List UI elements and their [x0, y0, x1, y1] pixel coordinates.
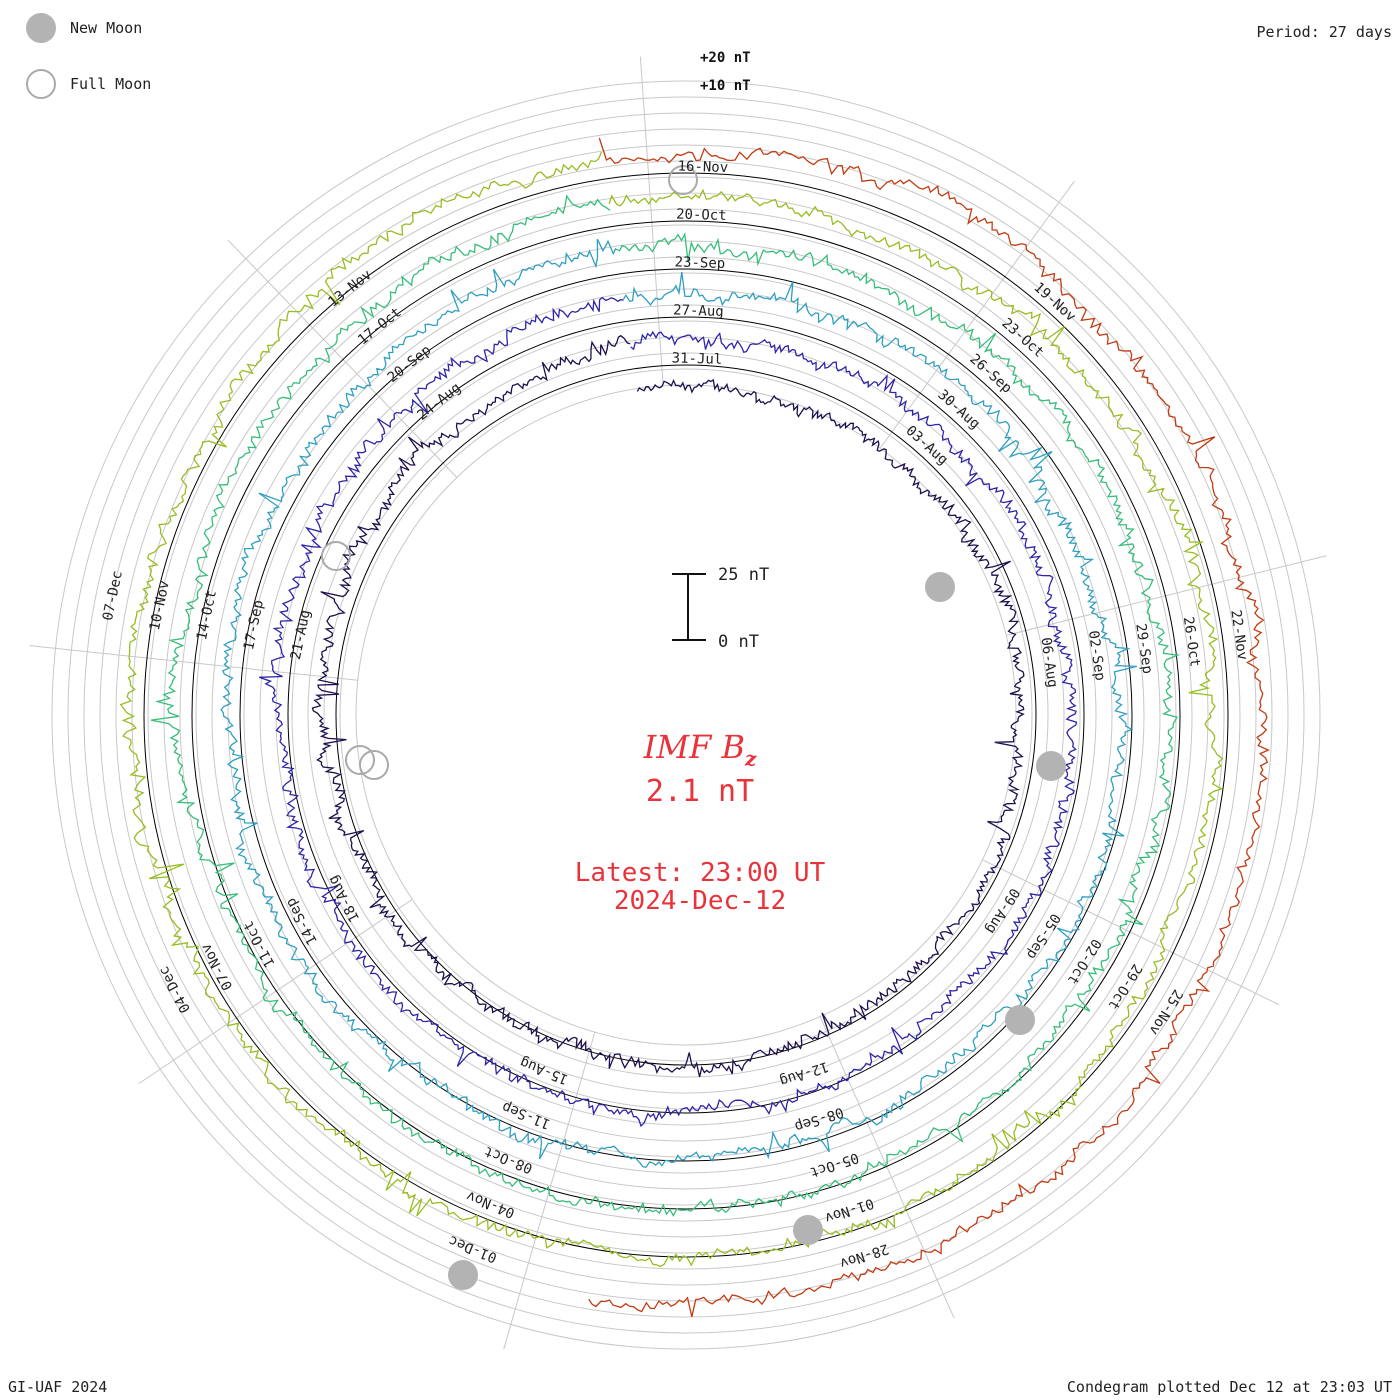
spoke-line	[138, 898, 413, 1085]
grid-ring	[355, 384, 1017, 1046]
grid-ring	[115, 144, 1257, 1286]
period-label: Period: 27 days	[1256, 23, 1392, 41]
date-tick-label: 02-Sep	[1085, 629, 1108, 681]
date-tick-label: 21-Aug	[288, 608, 314, 661]
zero-ring	[239, 268, 1133, 1162]
date-tick-label: 22-Nov	[1227, 609, 1250, 661]
grid-ring	[163, 192, 1209, 1238]
moon-markers	[321, 165, 1066, 1290]
scale-bar-top-label: 25 nT	[718, 565, 769, 585]
grid-ring	[275, 304, 1097, 1126]
date-tick-label: 06-Aug	[1037, 636, 1060, 688]
title-subscript: z	[744, 746, 757, 771]
series-line-2	[258, 296, 1078, 1128]
grid-ring	[83, 112, 1289, 1318]
full-moon-label: Full Moon	[70, 75, 152, 93]
title-main: IMF B	[643, 728, 745, 766]
grid-ring	[67, 96, 1305, 1334]
spoke-line	[879, 180, 1075, 449]
spoke-line	[819, 1016, 955, 1319]
date-tick-label: 20-Oct	[676, 206, 727, 224]
grid-ring	[243, 272, 1129, 1158]
series-line-4	[150, 194, 1181, 1217]
full-moon-marker	[345, 745, 375, 775]
zero-ring	[287, 316, 1085, 1114]
grid-ring	[227, 256, 1145, 1174]
latest-date: 2024-Dec-12	[613, 886, 787, 916]
grid-ring	[307, 336, 1065, 1094]
grid-rings	[51, 80, 1321, 1350]
date-tick-label: 17-Sep	[241, 599, 267, 652]
grid-ring	[211, 240, 1161, 1190]
new-moon-marker	[925, 572, 955, 602]
new-moon-marker	[1005, 1005, 1035, 1035]
spoke-line	[227, 239, 458, 478]
full-moon-marker	[359, 750, 389, 780]
date-tick-label: 16-Nov	[677, 158, 728, 176]
full-moon-marker	[321, 541, 351, 571]
series-line-5	[119, 151, 1224, 1268]
scale-bar-bottom-label: 0 nT	[718, 632, 759, 652]
legend-new-moon: New Moon	[26, 13, 142, 43]
credit-label: GI-UAF 2024	[8, 1378, 108, 1396]
grid-ring	[195, 224, 1177, 1206]
spoke-line	[29, 645, 358, 681]
date-tick-label: 27-Aug	[673, 302, 724, 320]
date-tick-labels: 31-Jul03-Aug06-Aug09-Aug12-Aug15-Aug18-A…	[100, 158, 1250, 1271]
zero-ring	[191, 220, 1181, 1210]
date-tick-label: 29-Sep	[1132, 623, 1155, 675]
date-tick-label: 31-Jul	[671, 350, 722, 368]
grid-ring	[99, 128, 1273, 1302]
grid-ring	[259, 288, 1113, 1142]
new-moon-marker	[448, 1260, 478, 1290]
spoke-line	[982, 859, 1280, 1006]
grid-ring	[291, 320, 1081, 1110]
grid-ring	[51, 80, 1321, 1350]
date-tick-label: 11-Oct	[241, 918, 279, 970]
date-tick-label: 07-Dec	[100, 569, 126, 622]
legend-full-moon: Full Moon	[26, 69, 151, 99]
grid-ring	[179, 208, 1193, 1222]
mean-rings	[143, 172, 1229, 1258]
date-tick-label: 04-Dec	[156, 963, 194, 1015]
plotted-label: Condegram plotted Dec 12 at 23:03 UT	[1066, 1378, 1392, 1396]
full-moon-marker	[668, 165, 698, 195]
ring-label: +20 nT	[700, 50, 751, 66]
new-moon-marker	[793, 1215, 823, 1245]
series-line-6	[588, 137, 1270, 1317]
date-tick-label: 23-Sep	[674, 254, 725, 272]
new-moon-label: New Moon	[70, 19, 143, 37]
series-line-3	[220, 238, 1138, 1169]
ring-label: +10 nT	[700, 78, 751, 94]
new-moon-marker	[1036, 751, 1066, 781]
date-tick-label: 25-Nov	[1145, 986, 1185, 1037]
full-moon-icon	[26, 69, 56, 99]
date-tick-label: 29-Oct	[1105, 961, 1145, 1012]
grid-ring	[147, 176, 1225, 1254]
chart-title: IMF Bz	[0, 728, 1400, 770]
new-moon-icon	[26, 13, 56, 43]
current-value: 2.1 nT	[645, 774, 755, 809]
latest-time: Latest: 23:00 UT	[574, 858, 826, 888]
spoke-line	[1006, 555, 1327, 636]
date-tick-label: 26-Oct	[1180, 616, 1203, 668]
data-series	[119, 137, 1270, 1317]
spoke-line	[639, 56, 664, 386]
date-tick-label: 07-Nov	[198, 941, 236, 993]
grid-ring	[323, 352, 1049, 1078]
scale-bar: 25 nT 0 nT	[672, 565, 769, 652]
grid-ring	[339, 368, 1033, 1062]
series-line-1	[311, 334, 1025, 1078]
ring-labels: +20 nT +10 nT	[700, 50, 751, 94]
